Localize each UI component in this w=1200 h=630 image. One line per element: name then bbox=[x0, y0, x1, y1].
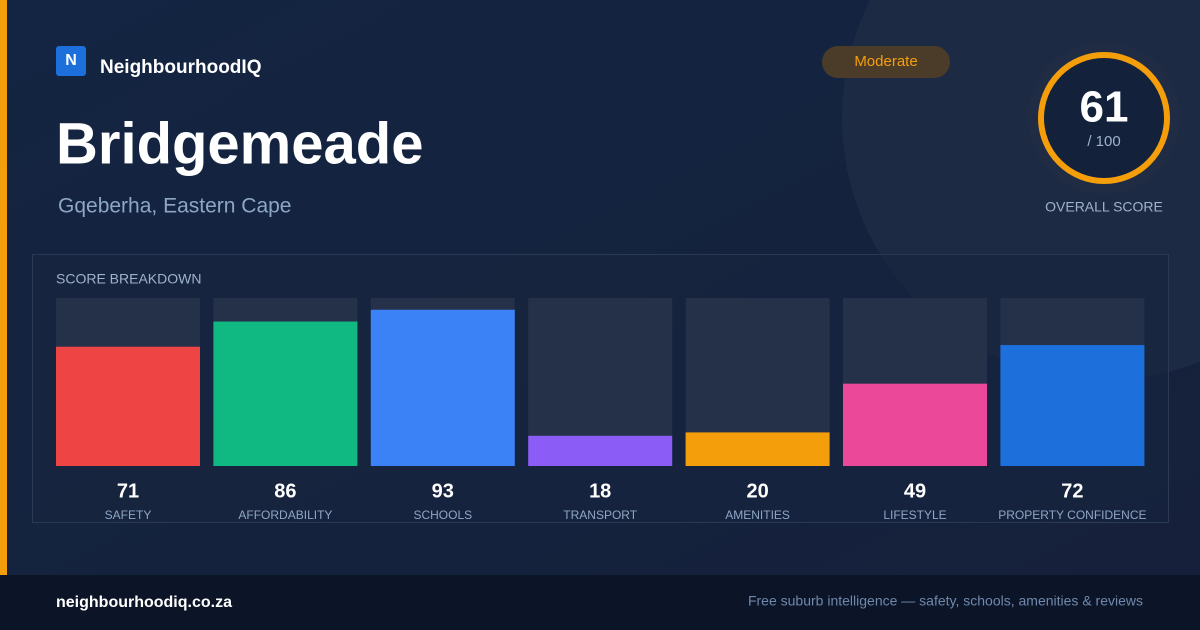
gauge-ring bbox=[1038, 52, 1170, 184]
category-label: LIFESTYLE bbox=[883, 508, 946, 522]
bar bbox=[56, 346, 200, 466]
bar bbox=[213, 321, 358, 466]
bar bbox=[1000, 345, 1145, 466]
value-label: 93 bbox=[432, 480, 454, 502]
overall-score: 61 bbox=[1080, 83, 1129, 132]
value-label: 72 bbox=[1061, 480, 1083, 502]
brand-name: NeighbourhoodIQ bbox=[100, 57, 261, 78]
badge bbox=[822, 46, 950, 78]
value-label: 71 bbox=[117, 480, 139, 502]
footer-site: neighbourhoodiq.co.za bbox=[56, 594, 232, 611]
value-label: 18 bbox=[589, 480, 611, 502]
bar bbox=[528, 435, 673, 466]
value-label: 49 bbox=[904, 480, 926, 502]
bar bbox=[370, 309, 515, 466]
footer bbox=[0, 575, 1200, 630]
accent-stripe bbox=[0, 0, 7, 575]
suburb-title: Bridgemeade bbox=[56, 111, 423, 176]
score-max: / 100 bbox=[1087, 133, 1120, 150]
score-label: OVERALL SCORE bbox=[1045, 199, 1163, 215]
category-label: AMENITIES bbox=[725, 508, 790, 522]
location: Gqeberha, Eastern Cape bbox=[58, 195, 291, 218]
logo-text: N bbox=[65, 52, 77, 69]
footer-tagline: Free suburb intelligence — safety, schoo… bbox=[748, 593, 1143, 609]
category-label: AFFORDABILITY bbox=[238, 508, 332, 522]
category-label: PROPERTY CONFIDENCE bbox=[998, 508, 1146, 522]
badge-text: Moderate bbox=[854, 53, 917, 70]
category-label: TRANSPORT bbox=[563, 508, 637, 522]
bar bbox=[843, 383, 987, 466]
category-label: SCHOOLS bbox=[413, 508, 472, 522]
value-label: 86 bbox=[274, 480, 296, 502]
value-label: 20 bbox=[746, 480, 768, 502]
chart-title: SCORE BREAKDOWN bbox=[56, 271, 201, 287]
logo bbox=[56, 46, 86, 76]
bars: 71 SAFETY 86 AFFORDABILITY 93 SCHOOLS 18 TRANSP… bbox=[56, 298, 1147, 522]
bar bbox=[685, 432, 830, 466]
category-label: SAFETY bbox=[105, 508, 152, 522]
